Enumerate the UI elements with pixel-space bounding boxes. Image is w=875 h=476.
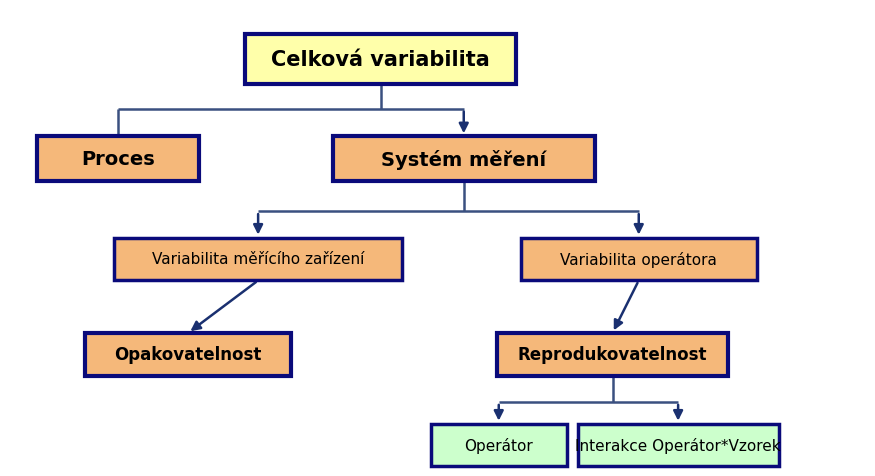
FancyBboxPatch shape (430, 424, 567, 466)
FancyBboxPatch shape (86, 333, 290, 376)
FancyBboxPatch shape (114, 238, 402, 281)
Text: Variabilita operátora: Variabilita operátora (560, 251, 718, 268)
Text: Proces: Proces (81, 150, 155, 169)
FancyBboxPatch shape (496, 333, 728, 376)
Text: Reprodukovatelnost: Reprodukovatelnost (518, 346, 707, 364)
Text: Systém měření: Systém měření (382, 149, 546, 169)
Text: Variabilita měřícího zařízení: Variabilita měřícího zařízení (152, 252, 364, 267)
Text: Interakce Operátor*Vzorek: Interakce Operátor*Vzorek (576, 437, 781, 453)
FancyBboxPatch shape (521, 238, 757, 281)
Text: Opakovatelnost: Opakovatelnost (115, 346, 262, 364)
Text: Operátor: Operátor (465, 437, 533, 453)
FancyBboxPatch shape (332, 137, 595, 182)
FancyBboxPatch shape (245, 35, 516, 85)
FancyBboxPatch shape (38, 137, 200, 182)
Text: Celková variabilita: Celková variabilita (271, 50, 490, 69)
FancyBboxPatch shape (578, 424, 779, 466)
